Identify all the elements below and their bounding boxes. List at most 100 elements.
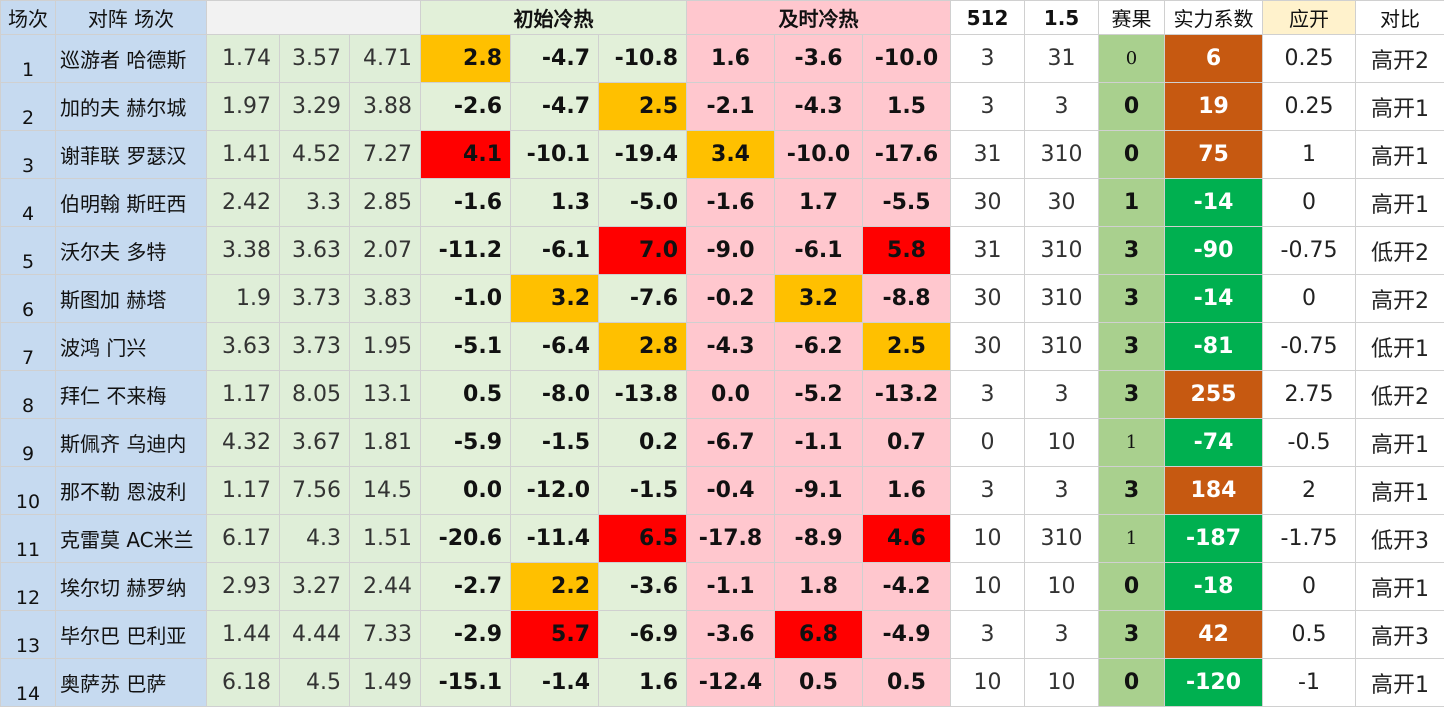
row-index[interactable]: 4 [1, 179, 56, 227]
odds-away-cell[interactable]: 1.51 [350, 515, 421, 563]
header-timely[interactable]: 及时冷热 [687, 1, 951, 35]
initial-away-cell[interactable]: 0.2 [599, 419, 687, 467]
timely-away-cell[interactable]: 4.6 [863, 515, 951, 563]
compare-cell[interactable]: 低开2 [1356, 371, 1444, 419]
initial-home-cell[interactable]: 0.5 [421, 371, 511, 419]
strength-cell[interactable]: -18 [1165, 563, 1263, 611]
initial-draw-cell[interactable]: -8.0 [511, 371, 599, 419]
initial-away-cell[interactable]: -3.6 [599, 563, 687, 611]
col-512-cell[interactable]: 30 [951, 323, 1025, 371]
timely-away-cell[interactable]: 1.5 [863, 83, 951, 131]
matchup-cell[interactable]: 奥萨苏 巴萨 [56, 659, 207, 707]
odds-home-cell[interactable]: 4.32 [207, 419, 280, 467]
matchup-cell[interactable]: 波鸿 门兴 [56, 323, 207, 371]
should-open-cell[interactable]: 1 [1263, 131, 1356, 179]
compare-cell[interactable]: 低开3 [1356, 515, 1444, 563]
should-open-cell[interactable]: 2 [1263, 467, 1356, 515]
row-index[interactable]: 9 [1, 419, 56, 467]
timely-draw-cell[interactable]: 6.8 [775, 611, 863, 659]
initial-away-cell[interactable]: -13.8 [599, 371, 687, 419]
strength-cell[interactable]: -120 [1165, 659, 1263, 707]
row-index[interactable]: 8 [1, 371, 56, 419]
strength-cell[interactable]: 19 [1165, 83, 1263, 131]
compare-cell[interactable]: 高开2 [1356, 275, 1444, 323]
strength-cell[interactable]: 75 [1165, 131, 1263, 179]
col-1-5-cell[interactable]: 3 [1025, 467, 1099, 515]
odds-away-cell[interactable]: 3.88 [350, 83, 421, 131]
odds-draw-cell[interactable]: 3.57 [280, 35, 350, 83]
initial-draw-cell[interactable]: 5.7 [511, 611, 599, 659]
result-cell[interactable]: 3 [1099, 227, 1165, 275]
odds-home-cell[interactable]: 2.93 [207, 563, 280, 611]
initial-away-cell[interactable]: -19.4 [599, 131, 687, 179]
timely-home-cell[interactable]: -9.0 [687, 227, 775, 275]
odds-home-cell[interactable]: 6.18 [207, 659, 280, 707]
odds-away-cell[interactable]: 7.27 [350, 131, 421, 179]
timely-home-cell[interactable]: 0.0 [687, 371, 775, 419]
header-1-5[interactable]: 1.5 [1025, 1, 1099, 35]
initial-away-cell[interactable]: -10.8 [599, 35, 687, 83]
strength-cell[interactable]: -81 [1165, 323, 1263, 371]
header-strength[interactable]: 实力系数 [1165, 1, 1263, 35]
odds-away-cell[interactable]: 2.44 [350, 563, 421, 611]
col-1-5-cell[interactable]: 310 [1025, 515, 1099, 563]
odds-draw-cell[interactable]: 4.52 [280, 131, 350, 179]
initial-home-cell[interactable]: -2.7 [421, 563, 511, 611]
result-cell[interactable]: 3 [1099, 275, 1165, 323]
header-should-open[interactable]: 应开 [1263, 1, 1356, 35]
timely-draw-cell[interactable]: 3.2 [775, 275, 863, 323]
row-index[interactable]: 2 [1, 83, 56, 131]
timely-draw-cell[interactable]: -8.9 [775, 515, 863, 563]
header-matchup[interactable]: 对阵 场次 [56, 1, 207, 35]
compare-cell[interactable]: 高开1 [1356, 179, 1444, 227]
timely-home-cell[interactable]: -1.6 [687, 179, 775, 227]
timely-draw-cell[interactable]: 1.8 [775, 563, 863, 611]
matchup-cell[interactable]: 克雷莫 AC米兰 [56, 515, 207, 563]
row-index[interactable]: 11 [1, 515, 56, 563]
col-512-cell[interactable]: 10 [951, 563, 1025, 611]
initial-draw-cell[interactable]: -12.0 [511, 467, 599, 515]
row-index[interactable]: 7 [1, 323, 56, 371]
odds-home-cell[interactable]: 1.17 [207, 467, 280, 515]
timely-away-cell[interactable]: 1.6 [863, 467, 951, 515]
timely-home-cell[interactable]: -17.8 [687, 515, 775, 563]
should-open-cell[interactable]: -0.75 [1263, 227, 1356, 275]
odds-away-cell[interactable]: 2.07 [350, 227, 421, 275]
timely-draw-cell[interactable]: -10.0 [775, 131, 863, 179]
initial-draw-cell[interactable]: -1.5 [511, 419, 599, 467]
compare-cell[interactable]: 高开1 [1356, 563, 1444, 611]
col-1-5-cell[interactable]: 30 [1025, 179, 1099, 227]
result-cell[interactable]: 3 [1099, 371, 1165, 419]
col-1-5-cell[interactable]: 310 [1025, 227, 1099, 275]
row-index[interactable]: 3 [1, 131, 56, 179]
should-open-cell[interactable]: 2.75 [1263, 371, 1356, 419]
result-cell[interactable]: 1 [1099, 419, 1165, 467]
should-open-cell[interactable]: -1.75 [1263, 515, 1356, 563]
timely-home-cell[interactable]: -1.1 [687, 563, 775, 611]
header-odds[interactable] [207, 1, 421, 35]
col-512-cell[interactable]: 3 [951, 35, 1025, 83]
matchup-cell[interactable]: 沃尔夫 多特 [56, 227, 207, 275]
should-open-cell[interactable]: -0.75 [1263, 323, 1356, 371]
timely-home-cell[interactable]: -6.7 [687, 419, 775, 467]
odds-draw-cell[interactable]: 3.67 [280, 419, 350, 467]
odds-draw-cell[interactable]: 4.5 [280, 659, 350, 707]
odds-away-cell[interactable]: 2.85 [350, 179, 421, 227]
odds-home-cell[interactable]: 2.42 [207, 179, 280, 227]
col-1-5-cell[interactable]: 310 [1025, 323, 1099, 371]
result-cell[interactable]: 1 [1099, 179, 1165, 227]
timely-draw-cell[interactable]: -4.3 [775, 83, 863, 131]
initial-draw-cell[interactable]: 1.3 [511, 179, 599, 227]
initial-home-cell[interactable]: -1.6 [421, 179, 511, 227]
col-1-5-cell[interactable]: 31 [1025, 35, 1099, 83]
initial-draw-cell[interactable]: -6.1 [511, 227, 599, 275]
matchup-cell[interactable]: 埃尔切 赫罗纳 [56, 563, 207, 611]
initial-home-cell[interactable]: 2.8 [421, 35, 511, 83]
row-index[interactable]: 14 [1, 659, 56, 707]
row-index[interactable]: 10 [1, 467, 56, 515]
odds-home-cell[interactable]: 6.17 [207, 515, 280, 563]
header-512[interactable]: 512 [951, 1, 1025, 35]
matchup-cell[interactable]: 斯佩齐 乌迪内 [56, 419, 207, 467]
timely-away-cell[interactable]: -17.6 [863, 131, 951, 179]
odds-draw-cell[interactable]: 3.3 [280, 179, 350, 227]
